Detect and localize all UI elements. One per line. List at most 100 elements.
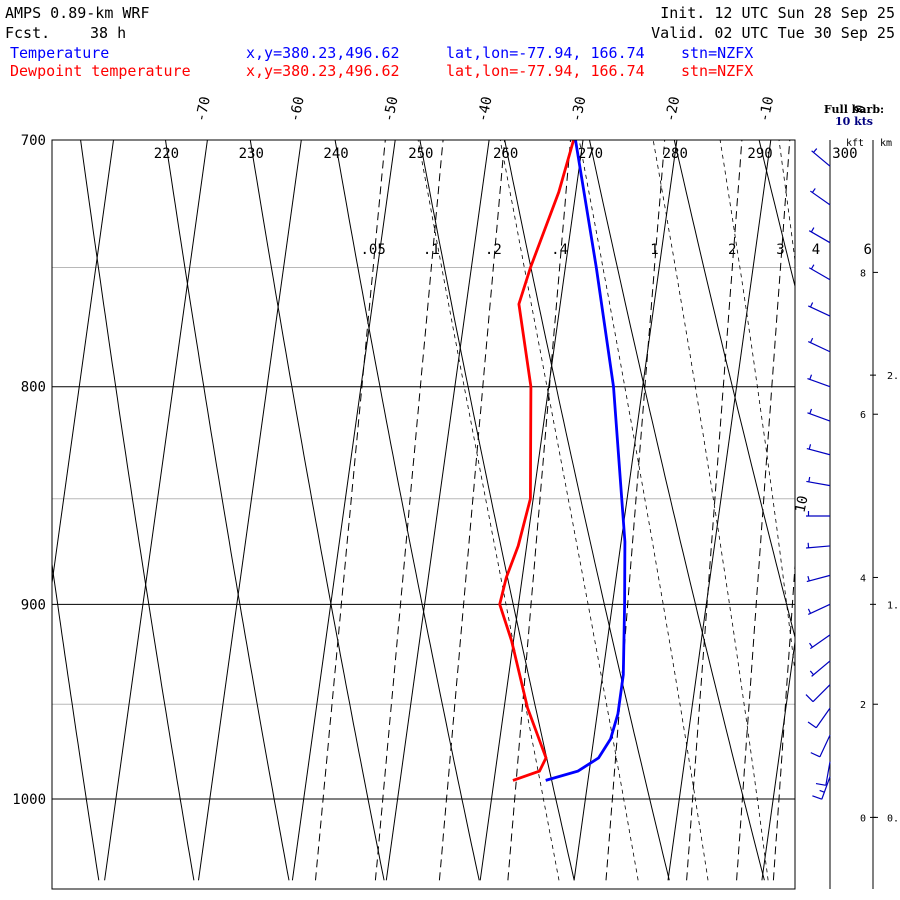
isotherm--80 [52, 140, 115, 587]
theta-label-240: 240 [323, 146, 348, 162]
mixing-ratio-line-0.4 [507, 140, 572, 881]
mixing-ratio-label-0.05: .05 [361, 242, 386, 258]
moist-adiabat-270 [578, 140, 709, 881]
theta-label-300: 300 [832, 146, 857, 162]
isotherm--90 [0, 113, 23, 880]
wind-barb-20 [811, 148, 831, 167]
kft-label-2: 2 [860, 700, 866, 711]
wind-barb-17 [808, 264, 831, 281]
wind-barb-staff [825, 761, 831, 786]
wind-barb-half-feather [810, 264, 815, 270]
barb-header-line1: Full barb: [824, 103, 884, 116]
wind-barb-staff [821, 776, 831, 800]
axis-labels: 700 800 900 1000 -70 -60 -50 -40 -30 -20 -10 0 10 220… [12, 95, 872, 808]
mixing-ratio-label-6: 6 [864, 242, 872, 258]
wind-barb-staff [809, 190, 831, 206]
dry-adiabat-200 [52, 560, 100, 881]
wind-barb-half-feather [811, 188, 816, 193]
mixing-ratio-label-1: 1 [650, 242, 658, 258]
wind-barb-15 [807, 337, 831, 353]
theta-label-270: 270 [578, 146, 603, 162]
dry-adiabat-230 [249, 140, 385, 881]
dry-adiabat-250 [419, 140, 575, 881]
background-lines [0, 113, 900, 881]
wind-barb-staff [819, 734, 831, 758]
mixing-ratio-label-3: 3 [776, 242, 784, 258]
isotherm-label--70: -70 [193, 95, 214, 123]
dry-adiabat-220 [164, 140, 290, 881]
wind-barb-19 [809, 188, 831, 206]
kft-label-6: 6 [860, 410, 866, 421]
wind-barb-6 [809, 634, 831, 650]
wind-barb-staff [809, 634, 831, 650]
theta-label-230: 230 [239, 146, 264, 162]
moist-adiabat-260 [499, 140, 639, 881]
wind-barb-feather [815, 782, 826, 786]
theta-label-280: 280 [663, 146, 688, 162]
isotherm--40 [385, 140, 490, 881]
height-and-wind-panel: 0 2 4 6 8 0. 1. 2. [805, 140, 899, 889]
isotherm-label--50: -50 [381, 95, 402, 123]
moist-adiabat-320 [871, 113, 900, 880]
mixing-ratio-line-2 [686, 140, 743, 881]
wind-barb-13 [807, 408, 831, 422]
wind-barb-feather [805, 694, 814, 703]
isotherm--50 [291, 140, 396, 881]
moist-adiabat-290 [719, 140, 795, 675]
wind-barb-half-feather [807, 608, 812, 614]
wind-barb-staff [815, 707, 831, 729]
mixing-ratio-line-0.1 [374, 140, 444, 881]
isotherm-label-0: 0 [852, 103, 869, 115]
pressure-label-900: 900 [21, 597, 46, 613]
wind-barb-staff [807, 305, 831, 317]
isotherm-label-10: 10 [793, 494, 812, 514]
legend-temperature-xy: x,y=380.23,496.62 [246, 44, 400, 62]
isotherm--70 [104, 140, 208, 881]
valid-time: Valid. 02 UTC Tue 30 Sep 25 [651, 24, 895, 42]
wind-barb-staff [807, 603, 831, 616]
wind-barb-7 [807, 603, 831, 616]
model-title: AMPS 0.89-km WRF [5, 4, 150, 22]
wind-barb-staff [811, 150, 831, 167]
wind-barb-half-feather [813, 148, 818, 153]
legend-dewpoint-latlon: lat,lon=-77.94, 166.74 [446, 62, 645, 80]
dewpoint-profile [498, 140, 575, 782]
wind-barb-staff [806, 447, 831, 456]
mixing-ratio-line-0.05 [315, 140, 386, 881]
legend-dewpoint-xy: x,y=380.23,496.62 [246, 62, 400, 80]
isotherm-0 [761, 638, 795, 881]
wind-barb-feather [807, 721, 817, 729]
theta-label-290: 290 [747, 146, 772, 162]
wind-barb-1 [815, 761, 831, 786]
wind-barb-half-feather [809, 374, 813, 380]
legend-temperature-stn: stn=NZFX [681, 44, 753, 62]
wind-barb-half-feather [809, 642, 813, 648]
wind-barb-12 [806, 444, 831, 456]
theta-label-260: 260 [493, 146, 518, 162]
isotherm--20 [573, 140, 678, 881]
mixing-ratio-line-6 [827, 113, 878, 880]
forecast-hours: 38 h [90, 24, 126, 42]
temperature-profile [545, 140, 627, 782]
wind-barb-18 [808, 227, 831, 244]
wind-barb-half-feather [809, 302, 814, 308]
plot-frame [51, 139, 796, 890]
wind-barb-half-feather [809, 408, 813, 414]
isotherm-label--30: -30 [569, 95, 590, 123]
dry-adiabat-290 [758, 140, 795, 289]
mixing-ratio-label-4: 4 [812, 242, 820, 258]
wind-barb-9 [806, 542, 831, 549]
wind-barb-half-feather [819, 789, 825, 793]
wind-barb-staff [806, 480, 831, 487]
wind-barb-2 [810, 734, 831, 758]
forecast-label: Fcst. [5, 24, 50, 42]
wind-barb-staff [807, 377, 831, 388]
moist-adiabat-310 [827, 113, 900, 880]
isotherm-label--10: -10 [756, 95, 777, 123]
wind-barb-staff [808, 230, 831, 244]
wind-barb-staff [808, 267, 831, 281]
wind-barb-14 [807, 374, 831, 388]
wind-barb-staff [807, 341, 831, 353]
legend-dewpoint-name: Dewpoint temperature [10, 62, 191, 80]
